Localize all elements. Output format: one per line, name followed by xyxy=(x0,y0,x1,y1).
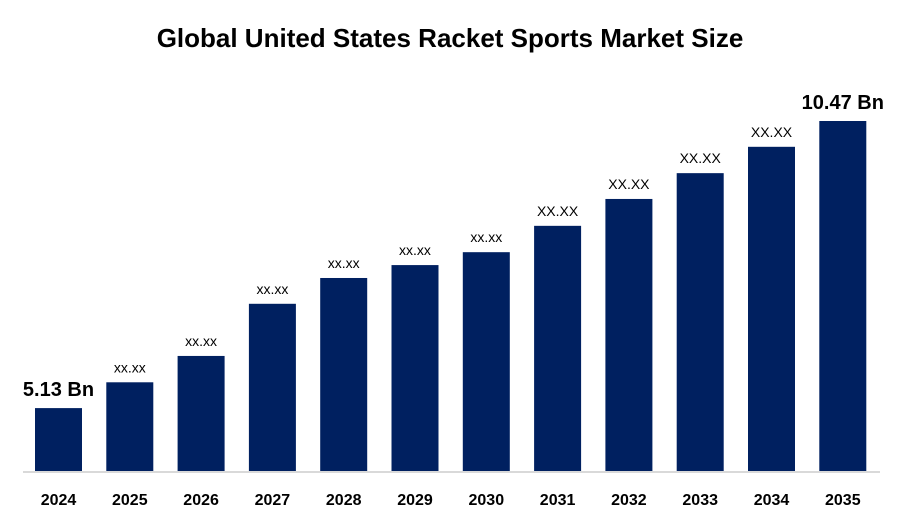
x-tick-label: 2027 xyxy=(255,492,291,509)
data-label-2032: XX.XX xyxy=(608,176,650,192)
bar-2030 xyxy=(462,252,510,471)
bar-2026 xyxy=(177,355,225,471)
bar-2034 xyxy=(748,146,795,471)
x-tick-label: 2033 xyxy=(682,492,718,509)
data-label-2027: xx.xx xyxy=(256,281,288,297)
data-label-2024: 5.13 Bn xyxy=(23,379,94,401)
chart-title: Global United States Racket Sports Marke… xyxy=(157,23,744,53)
bar-2024 xyxy=(35,408,82,471)
bar-2028 xyxy=(320,277,368,471)
data-label-2035: 10.47 Bn xyxy=(802,92,884,114)
data-label-2025: xx.xx xyxy=(114,359,146,375)
data-label-2028: xx.xx xyxy=(328,255,360,271)
bar-2035 xyxy=(819,121,867,471)
x-tick-label: 2026 xyxy=(183,492,219,509)
data-label-2031: XX.XX xyxy=(537,203,579,219)
bar-2032 xyxy=(605,198,653,472)
bar-2031 xyxy=(534,225,582,471)
data-label-2029: xx.xx xyxy=(399,242,431,258)
x-tick-label: 2035 xyxy=(825,492,861,509)
x-tick-label: 2031 xyxy=(540,492,576,509)
x-tick-label: 2032 xyxy=(611,492,647,509)
data-label-2026: xx.xx xyxy=(185,333,217,349)
bar-2029 xyxy=(391,265,439,471)
x-tick-label: 2030 xyxy=(469,492,505,509)
x-tick-label: 2034 xyxy=(754,492,790,509)
x-tick-label: 2024 xyxy=(41,492,77,509)
data-label-2033: XX.XX xyxy=(680,150,722,166)
bar-2027 xyxy=(248,303,296,471)
x-tick-label: 2025 xyxy=(112,492,148,509)
x-tick-label: 2028 xyxy=(326,492,362,509)
data-label-2034: XX.XX xyxy=(751,124,793,140)
x-tick-label: 2029 xyxy=(397,492,433,509)
data-label-2030: xx.xx xyxy=(470,229,502,245)
bar-2025 xyxy=(106,382,154,471)
bar-2033 xyxy=(676,173,724,471)
